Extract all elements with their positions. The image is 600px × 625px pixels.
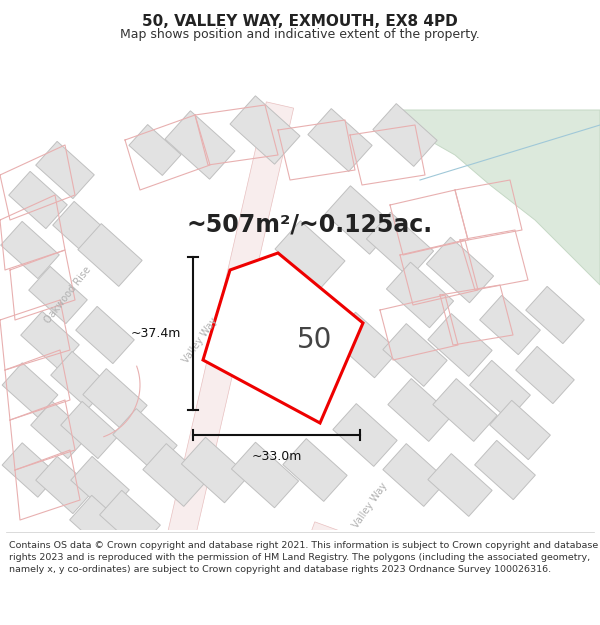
Polygon shape (388, 379, 452, 441)
Polygon shape (53, 201, 111, 259)
Polygon shape (479, 296, 541, 354)
Text: ~507m²/~0.125ac.: ~507m²/~0.125ac. (187, 213, 433, 237)
Polygon shape (78, 224, 142, 286)
Polygon shape (305, 522, 535, 625)
Polygon shape (203, 253, 363, 423)
Polygon shape (373, 104, 437, 166)
Polygon shape (427, 238, 494, 302)
Polygon shape (70, 496, 130, 554)
Polygon shape (165, 111, 235, 179)
Polygon shape (386, 262, 454, 328)
Polygon shape (428, 314, 492, 376)
Polygon shape (61, 401, 119, 459)
Polygon shape (331, 312, 398, 378)
Polygon shape (76, 306, 134, 364)
Text: 50, VALLEY WAY, EXMOUTH, EX8 4PD: 50, VALLEY WAY, EXMOUTH, EX8 4PD (142, 14, 458, 29)
Polygon shape (36, 456, 94, 514)
Text: ~33.0m: ~33.0m (251, 450, 302, 463)
Text: Contains OS data © Crown copyright and database right 2021. This information is : Contains OS data © Crown copyright and d… (9, 541, 598, 574)
Polygon shape (490, 401, 550, 459)
Polygon shape (516, 346, 574, 404)
Polygon shape (29, 266, 87, 324)
Polygon shape (9, 171, 67, 229)
Polygon shape (31, 401, 89, 459)
Polygon shape (232, 442, 299, 508)
Polygon shape (36, 141, 94, 199)
Polygon shape (157, 102, 293, 588)
Polygon shape (475, 441, 535, 499)
Polygon shape (433, 379, 497, 441)
Polygon shape (283, 439, 347, 501)
Polygon shape (1, 221, 59, 279)
Text: Valley Way: Valley Way (181, 316, 219, 364)
Polygon shape (333, 404, 397, 466)
Text: Map shows position and indicative extent of the property.: Map shows position and indicative extent… (120, 28, 480, 41)
Polygon shape (2, 442, 58, 498)
Polygon shape (129, 124, 181, 176)
Polygon shape (428, 454, 492, 516)
Polygon shape (275, 221, 345, 289)
Polygon shape (308, 109, 372, 171)
Polygon shape (143, 444, 207, 506)
Polygon shape (390, 110, 600, 285)
Polygon shape (470, 361, 530, 419)
Polygon shape (71, 456, 129, 514)
Polygon shape (367, 213, 434, 278)
Polygon shape (83, 369, 147, 431)
Text: Oakwood Rise: Oakwood Rise (43, 265, 93, 325)
Text: ~37.4m: ~37.4m (131, 327, 181, 340)
Polygon shape (383, 324, 447, 386)
Polygon shape (21, 311, 79, 369)
Polygon shape (113, 409, 177, 471)
Polygon shape (51, 351, 109, 409)
Polygon shape (181, 438, 248, 503)
Polygon shape (230, 96, 300, 164)
Polygon shape (383, 444, 447, 506)
Polygon shape (325, 186, 395, 254)
Polygon shape (2, 362, 58, 418)
Text: 50: 50 (298, 326, 332, 354)
Polygon shape (526, 286, 584, 344)
Polygon shape (100, 491, 160, 549)
Polygon shape (269, 571, 491, 609)
Text: Valley Way: Valley Way (351, 481, 389, 529)
